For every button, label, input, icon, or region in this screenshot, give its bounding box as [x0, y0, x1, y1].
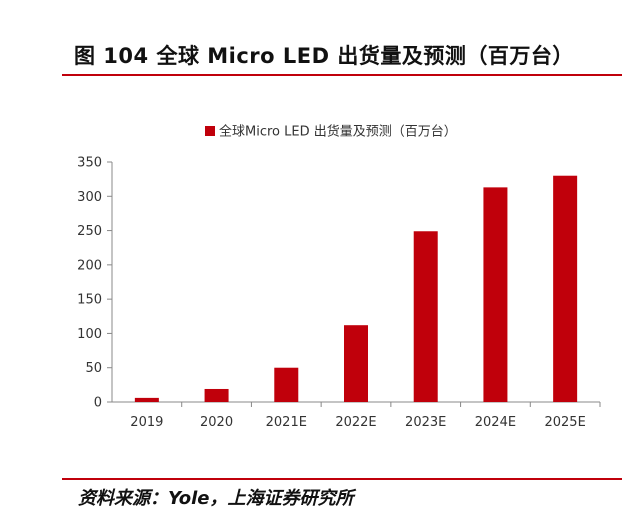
y-tick-label: 250 [77, 224, 102, 239]
y-tick-label: 300 [77, 190, 102, 205]
chart-axes: 0 50 100 150 200 250 300 350 2019 2020 2021E 2022E 2… [77, 156, 601, 430]
source-note: 资料来源：Yole，上海证券研究所 [78, 488, 354, 509]
bar-2020 [204, 388, 229, 402]
bar-2021E [274, 367, 299, 402]
x-tick-label: 2019 [130, 415, 163, 430]
chart-legend: 全球Micro LED 出货量及预测（百万台） [205, 124, 457, 140]
bar-2025E [553, 175, 578, 402]
bar-2019 [134, 397, 159, 402]
y-tick-label: 350 [77, 156, 102, 171]
x-tick-label: 2021E [266, 415, 307, 430]
bar-chart: 全球Micro LED 出货量及预测（百万台） 0 50 100 150 200 250 3… [77, 124, 601, 430]
figure-title: 图 104 全球 Micro LED 出货量及预测（百万台） [74, 44, 574, 68]
bar-2023E [413, 231, 438, 402]
bar-2022E [344, 325, 368, 402]
x-tick-label: 2024E [475, 415, 516, 430]
y-tick-label: 150 [77, 293, 102, 308]
x-tick-label: 2023E [405, 415, 446, 430]
y-tick-label: 50 [85, 361, 102, 376]
source-divider [62, 478, 622, 480]
bar-2024E [483, 187, 508, 402]
title-divider [62, 74, 622, 76]
y-tick-label: 100 [77, 327, 102, 342]
legend-label: 全球Micro LED 出货量及预测（百万台） [219, 124, 457, 140]
y-tick-label: 0 [94, 396, 102, 411]
y-tick-label: 200 [77, 258, 102, 273]
chart-bars [134, 175, 578, 402]
x-tick-label: 2025E [544, 415, 585, 430]
x-tick-label: 2020 [200, 415, 233, 430]
x-tick-label: 2022E [335, 415, 376, 430]
legend-swatch [205, 126, 215, 136]
